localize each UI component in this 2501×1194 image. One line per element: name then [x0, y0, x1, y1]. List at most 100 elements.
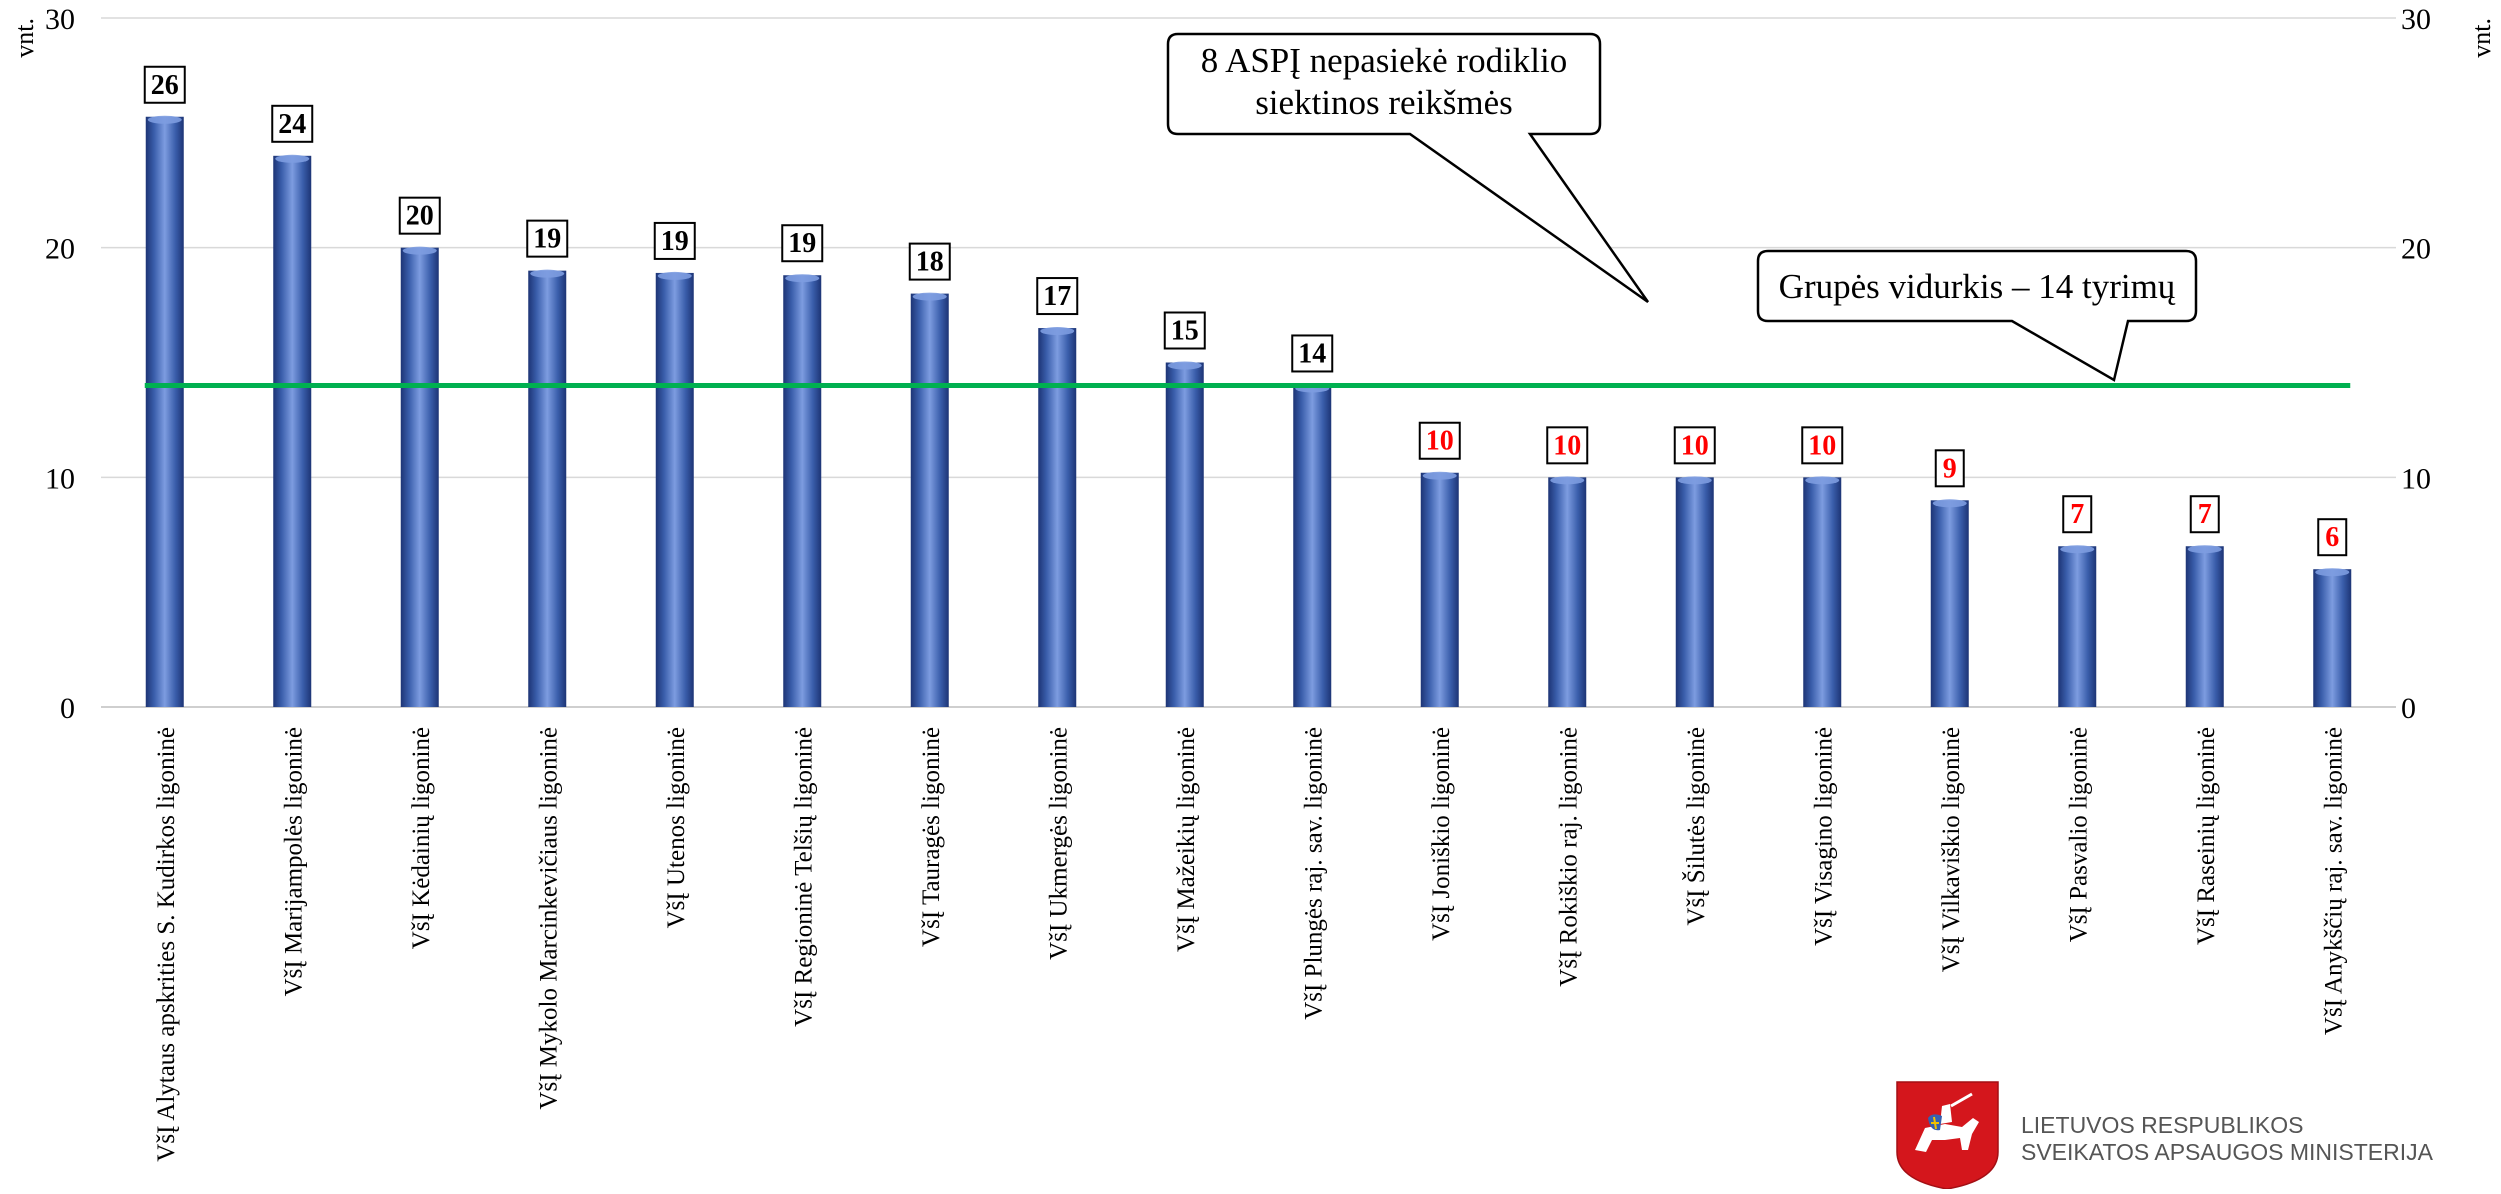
data-label-13: 10 — [1681, 430, 1709, 461]
data-label-box-13 — [1673, 426, 1716, 465]
bar-10 — [1293, 385, 1332, 707]
data-label-box-1 — [143, 65, 186, 104]
ministry-name-line2: SVEIKATOS APSAUGOS MINISTERIJA — [2021, 1139, 2434, 1165]
bar-7 — [910, 293, 949, 707]
data-label-box-12 — [1546, 426, 1589, 465]
bar-cap-12 — [1550, 476, 1585, 485]
bar-cap-1 — [147, 115, 182, 124]
y-axis-label-left: vnt. — [10, 18, 39, 58]
bar-6 — [783, 275, 822, 707]
category-label-5: VšĮ Utenos ligoninė — [663, 727, 690, 928]
bar-cap-11 — [1422, 471, 1457, 480]
ministry-logo: LIETUVOS RESPUBLIKOS SVEIKATOS APSAUGOS … — [1896, 1081, 2434, 1190]
category-label-7: VšĮ Tauragės ligoninė — [918, 727, 945, 947]
bar-9 — [1165, 362, 1204, 707]
data-label-box-17 — [2189, 495, 2220, 534]
category-label-3: VšĮ Kėdainių ligoninė — [408, 727, 435, 949]
category-label-17: VšĮ Raseinių ligoninė — [2193, 727, 2220, 945]
bar-cap-6 — [785, 274, 820, 283]
bar-cap-7 — [912, 292, 947, 301]
data-label-18: 6 — [2325, 522, 2339, 553]
callout-target-not-met-line1: 8 ASPĮ nepasiekė rodiklio — [1201, 41, 1568, 80]
category-label-14: VšĮ Visagino ligoninė — [1810, 727, 1837, 946]
category-label-18: VšĮ Anykščių raj. sav. ligoninė — [2320, 727, 2347, 1035]
y-tick-right-20: 20 — [2401, 233, 2431, 266]
bar-cap-5 — [657, 271, 692, 280]
y-tick-right-0: 0 — [2401, 692, 2416, 725]
data-label-box-6 — [781, 224, 824, 263]
data-label-9: 15 — [1171, 316, 1199, 347]
bar-13 — [1675, 477, 1714, 707]
ministry-name-line1: LIETUVOS RESPUBLIKOS — [2021, 1112, 2303, 1138]
bar-cap-2 — [275, 154, 310, 163]
y-tick-left-10: 10 — [45, 462, 75, 495]
y-tick-right-10: 10 — [2401, 462, 2431, 495]
category-label-11: VšĮ Joniškio ligoninė — [1428, 727, 1455, 941]
category-label-15: VšĮ Vilkaviškio ligoninė — [1938, 727, 1965, 972]
callout-target-not-met: 8 ASPĮ nepasiekė rodiklio siektinos reikš… — [1166, 32, 1650, 304]
callout-group-average: Grupės vidurkis – 14 tyrimų — [1756, 249, 2198, 382]
data-label-1: 26 — [151, 70, 179, 101]
y-tick-left-0: 0 — [60, 692, 75, 725]
callout-target-not-met-bubble — [1166, 32, 1650, 304]
data-label-15: 9 — [1943, 453, 1957, 484]
data-label-box-7 — [908, 242, 951, 281]
category-label-1: VšĮ Alytaus apskrities S. Kudirkos ligon… — [153, 727, 180, 1162]
y-tick-left-20: 20 — [45, 233, 75, 266]
y-tick-left-30: 30 — [45, 3, 75, 36]
bar-cap-14 — [1805, 476, 1840, 485]
data-label-16: 7 — [2070, 499, 2084, 530]
data-label-box-2 — [271, 104, 314, 143]
category-label-6: VšĮ Regioninė Telšių ligoninė — [790, 727, 817, 1027]
data-label-7: 18 — [916, 247, 944, 278]
bar-cap-18 — [2315, 568, 2350, 577]
bar-15 — [1930, 500, 1969, 707]
data-label-14: 10 — [1808, 430, 1836, 461]
category-labels: VšĮ Alytaus apskrities S. Kudirkos ligon… — [153, 727, 2348, 1162]
data-label-3: 20 — [406, 201, 434, 232]
bar-17 — [2185, 546, 2224, 707]
data-label-box-11 — [1418, 421, 1461, 460]
bar-cap-4 — [530, 269, 565, 278]
category-label-12: VšĮ Rokiškio raj. ligoninė — [1555, 727, 1582, 987]
data-label-12: 10 — [1553, 430, 1581, 461]
data-label-box-18 — [2317, 518, 2348, 557]
bar-4 — [528, 270, 567, 707]
data-label-box-8 — [1036, 277, 1079, 316]
bar-12 — [1548, 477, 1587, 707]
y-tick-right-30: 30 — [2401, 3, 2431, 36]
data-label-box-3 — [398, 196, 441, 235]
data-label-2: 24 — [278, 109, 306, 140]
data-label-5: 19 — [661, 226, 689, 257]
data-label-17: 7 — [2198, 499, 2212, 530]
bar-cap-15 — [1932, 499, 1967, 508]
data-label-box-4 — [526, 219, 569, 258]
vytis-emblem-icon — [1896, 1081, 1999, 1190]
bars — [145, 115, 2352, 708]
bar-cap-16 — [2060, 545, 2095, 554]
bar-18 — [2313, 569, 2352, 707]
bar-11 — [1420, 472, 1459, 707]
data-label-11: 10 — [1426, 426, 1454, 457]
bar-cap-8 — [1040, 327, 1075, 336]
bar-3 — [400, 247, 439, 707]
data-labels: 26 24 20 19 19 19 18 17 15 14 10 10 10 10 9 7 7 6 — [143, 65, 2348, 557]
bar-cap-17 — [2187, 545, 2222, 554]
data-label-4: 19 — [533, 224, 561, 255]
bar-16 — [2058, 546, 2097, 707]
bar-cap-3 — [402, 246, 437, 255]
data-label-box-15 — [1934, 449, 1965, 488]
callout-group-average-text: Grupės vidurkis – 14 tyrimų — [1779, 267, 2176, 306]
bar-cap-9 — [1167, 361, 1202, 370]
data-label-box-14 — [1801, 426, 1844, 465]
data-label-6: 19 — [788, 228, 816, 259]
bar-cap-13 — [1677, 476, 1712, 485]
category-label-10: VšĮ Plungės raj. sav. ligoninė — [1300, 727, 1327, 1020]
category-label-9: VšĮ Mažeikių ligoninė — [1173, 727, 1200, 952]
data-label-box-9 — [1163, 311, 1206, 350]
y-axis-label-right: vnt. — [2467, 18, 2496, 58]
gridlines — [101, 17, 2396, 708]
callout-group-average-bubble — [1756, 249, 2198, 382]
